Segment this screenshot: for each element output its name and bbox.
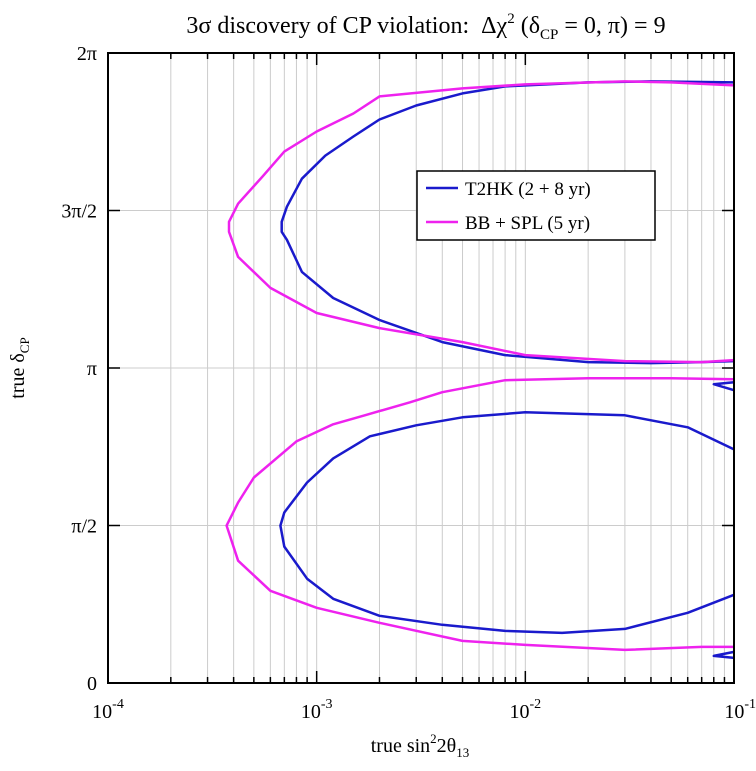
x-tick-label-base: 10 bbox=[724, 701, 744, 723]
legend-label-bbspl: BB + SPL (5 yr) bbox=[465, 213, 590, 234]
series-1-curve bbox=[225, 376, 735, 652]
series-0-curve bbox=[712, 650, 735, 660]
series-1-curve bbox=[227, 80, 735, 364]
y-tick-label: 0 bbox=[87, 673, 97, 695]
y-tick-label: π/2 bbox=[71, 516, 97, 538]
x-tick-label-exponent: -3 bbox=[321, 697, 333, 712]
x-tick-label-exponent: -4 bbox=[112, 697, 124, 712]
curves bbox=[225, 80, 735, 660]
x-tick-label-exponent: -1 bbox=[744, 697, 756, 712]
legend-box bbox=[416, 170, 656, 241]
axis-ticks bbox=[107, 52, 734, 684]
legend: T2HK (2 + 8 yr) BB + SPL (5 yr) bbox=[416, 170, 656, 241]
x-tick-label: 10-1 bbox=[724, 697, 756, 723]
x-tick-label: 10-2 bbox=[509, 697, 541, 723]
x-tick-labels: 10-4 10-3 10-2 10-1 bbox=[92, 697, 756, 723]
series-0-curve bbox=[279, 411, 735, 635]
grid bbox=[108, 53, 734, 683]
x-tick-label: 10-3 bbox=[301, 697, 333, 723]
y-tick-label: 3π/2 bbox=[61, 201, 97, 223]
x-tick-label-base: 10 bbox=[92, 701, 112, 723]
chart-title: 3σ discovery of CP violation: Δχ2 (δCP = … bbox=[186, 11, 665, 43]
y-axis-label: true δCP bbox=[7, 337, 32, 398]
legend-label-t2hk: T2HK (2 + 8 yr) bbox=[465, 179, 591, 200]
x-axis-label: true sin22θ13 bbox=[371, 731, 470, 760]
x-tick-label-exponent: -2 bbox=[529, 697, 541, 712]
x-tick-label-base: 10 bbox=[301, 701, 321, 723]
series-0-curve bbox=[280, 80, 735, 365]
y-tick-label: 2π bbox=[77, 43, 97, 65]
y-tick-label: π bbox=[87, 358, 97, 380]
y-tick-labels: 0 π/2 π 3π/2 2π bbox=[61, 43, 97, 695]
x-tick-label-base: 10 bbox=[509, 701, 529, 723]
x-tick-label: 10-4 bbox=[92, 697, 124, 723]
series-0-curve bbox=[712, 380, 735, 392]
